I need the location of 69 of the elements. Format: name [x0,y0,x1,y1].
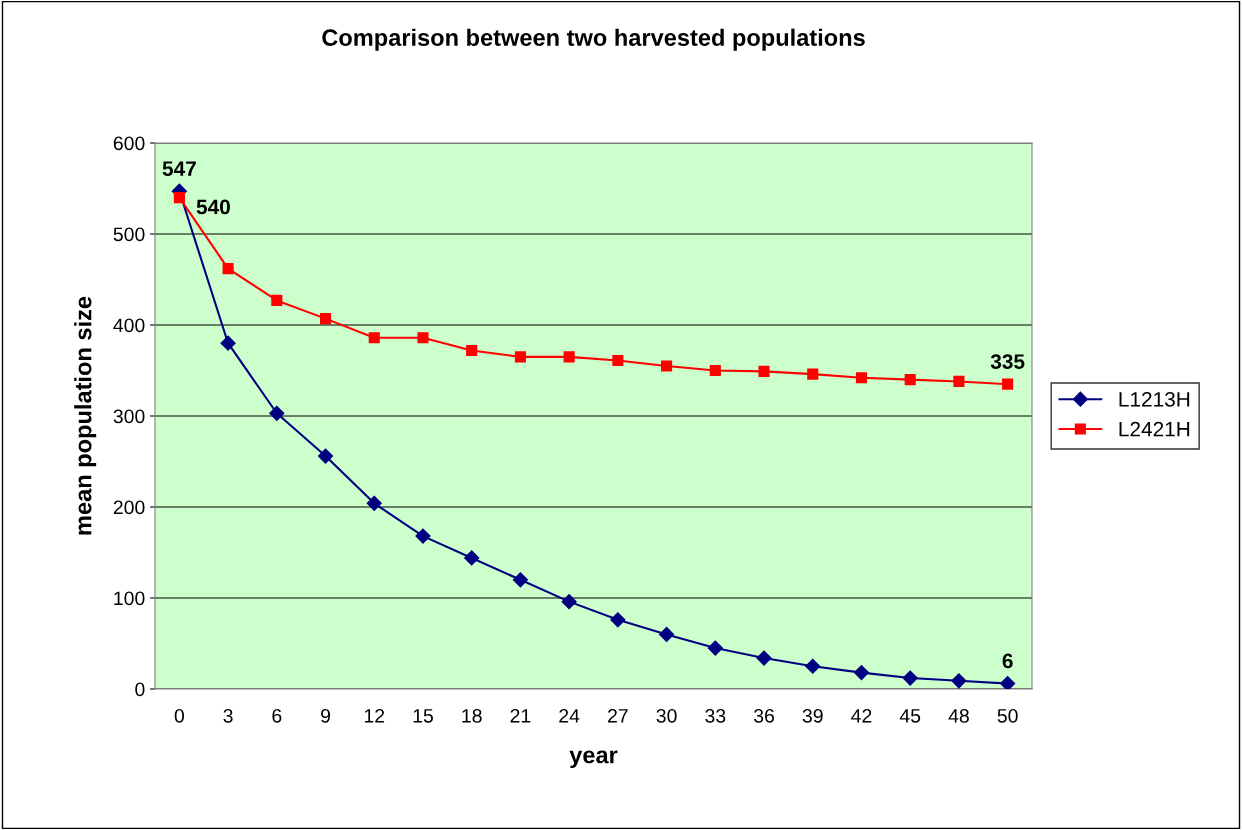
point [514,351,526,363]
point [464,550,480,566]
data-label: 547 [162,161,196,176]
point [855,372,868,384]
point [271,294,283,306]
x-tick-label: 36 [753,708,774,723]
x-tick-label: 45 [899,709,921,723]
point [512,572,528,588]
legend-label: L2421H [1119,421,1190,437]
point [561,594,577,610]
x-tick-label: 24 [559,708,580,723]
x-tick-label: 21 [510,708,531,723]
point [1002,378,1014,390]
data-label: 335 [990,354,1025,369]
y-tick-label: 400 [113,318,145,333]
point [222,263,234,275]
y-tick-label: 200 [113,500,145,515]
point [805,658,821,674]
point [220,335,236,351]
point [661,360,673,372]
x-tick-label: 33 [705,708,726,723]
x-tick-label: 9 [321,708,331,723]
point [709,364,721,377]
point [368,332,380,344]
chart-title: Comparison between two harvested populations [322,28,865,51]
point [612,354,624,367]
x-tick-label: 48 [948,708,969,723]
y-tick-label: 300 [113,409,145,424]
point [853,665,870,681]
x-tick-label: 30 [656,708,677,723]
x-tick-label: 27 [608,708,628,723]
y-axis-title: mean population size [74,296,97,535]
x-tick-label: 42 [851,708,872,723]
x-tick-label: 0 [174,708,185,723]
point [904,374,916,386]
point [659,626,675,642]
point [758,365,770,377]
data-label: 6 [1002,653,1013,669]
point [173,192,185,204]
y-tick-label: 500 [113,227,145,242]
point [415,528,431,544]
x-axis-title: year [569,750,618,769]
point [953,375,965,387]
point [902,670,918,686]
point [319,313,332,325]
point [1000,675,1016,689]
x-tick-label: 12 [364,708,385,723]
x-tick-label: 50 [997,708,1018,723]
legend-label: L1213H [1119,391,1190,407]
point [756,650,772,666]
point [269,405,285,421]
x-tick-label: 39 [802,708,823,723]
data-label: 540 [196,199,230,215]
point [807,368,819,380]
y-tick-label: 0 [135,682,145,697]
point [610,612,626,628]
point [366,495,382,511]
point [417,332,429,344]
point [707,640,723,656]
x-tick-label: 15 [413,709,433,723]
point [317,448,334,464]
point [563,351,575,363]
x-tick-label: 3 [223,708,233,723]
x-tick-label: 18 [462,708,482,723]
point [466,344,478,357]
x-tick-label: 6 [272,708,282,723]
point [951,673,967,689]
y-tick-label: 600 [113,136,145,151]
y-tick-label: 100 [114,591,145,606]
